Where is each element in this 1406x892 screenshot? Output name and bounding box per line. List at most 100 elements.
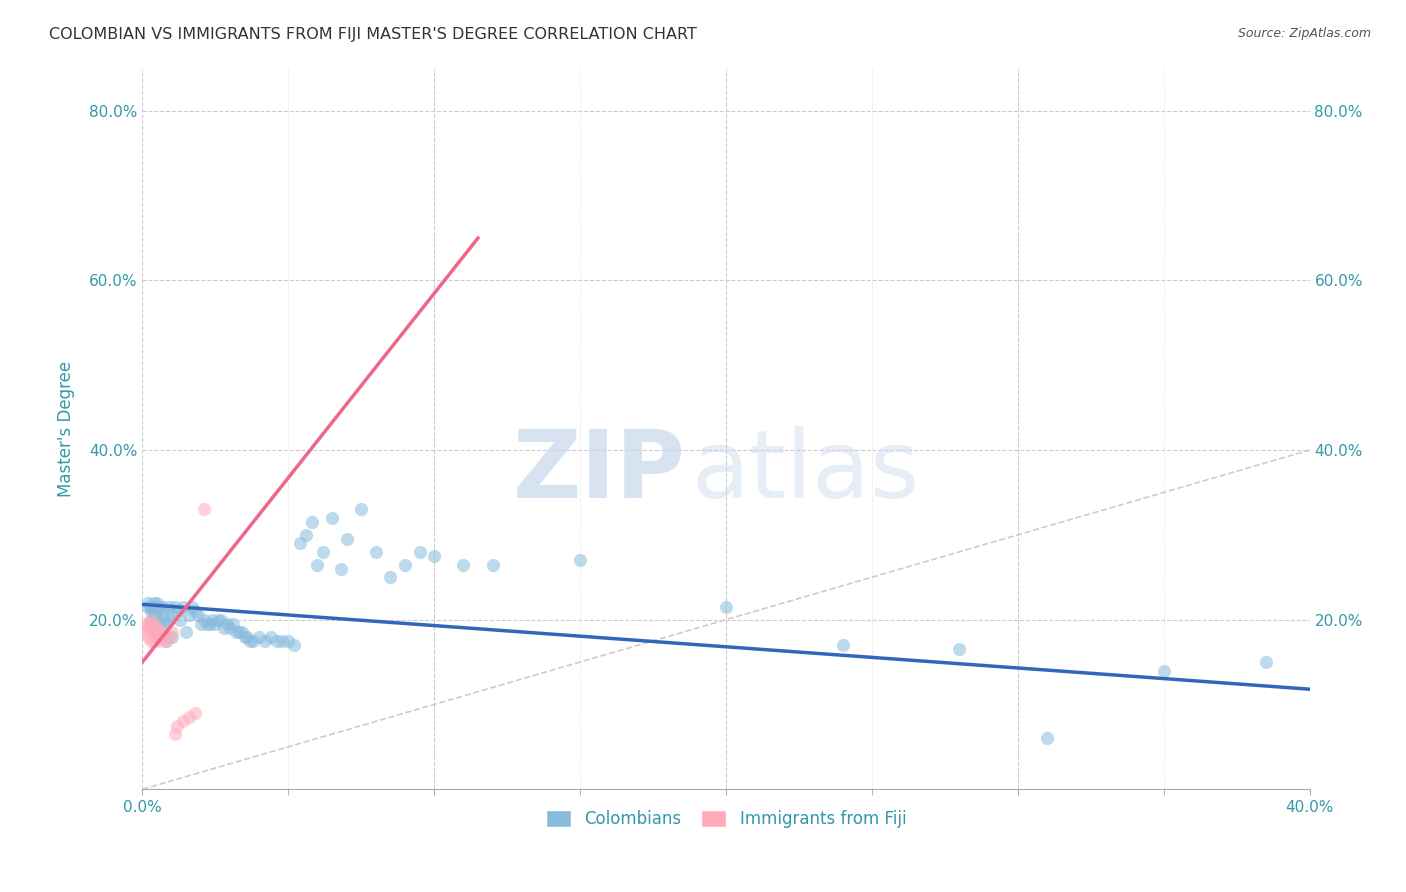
Point [157,613,180,627]
Point [163,727,186,741]
Point [253,633,276,648]
Point [136,621,159,635]
Point [141,604,163,618]
Point [222,616,245,631]
Point [184,706,207,720]
Point [1153,664,1175,678]
Point [179,608,201,623]
Point [155,633,177,648]
Point [155,633,177,648]
Point [146,596,169,610]
Point [146,630,169,644]
Point [394,558,416,572]
Point [157,630,180,644]
Point [149,633,172,648]
Point [350,502,373,516]
Y-axis label: Master's Degree: Master's Degree [58,360,75,497]
Point [209,613,232,627]
Point [207,613,229,627]
Point [152,630,174,644]
Point [215,616,238,631]
Point [136,630,159,644]
Text: ZIP: ZIP [512,426,685,518]
Point [266,633,288,648]
Text: COLOMBIAN VS IMMIGRANTS FROM FIJI MASTER'S DEGREE CORRELATION CHART: COLOMBIAN VS IMMIGRANTS FROM FIJI MASTER… [49,27,697,42]
Point [190,616,212,631]
Point [141,633,163,648]
Point [143,596,166,610]
Point [152,599,174,614]
Text: Source: ZipAtlas.com: Source: ZipAtlas.com [1237,27,1371,40]
Point [288,536,311,550]
Point [146,621,169,635]
Point [157,599,180,614]
Point [364,545,387,559]
Point [172,714,194,729]
Point [423,549,446,563]
Point [948,642,970,657]
Point [336,532,359,546]
Point [136,599,159,614]
Point [136,596,159,610]
Point [149,599,172,614]
Point [247,630,270,644]
Point [141,613,163,627]
Point [193,502,215,516]
Point [134,616,156,631]
Point [152,604,174,618]
Point [260,630,283,644]
Point [169,613,191,627]
Point [149,616,172,631]
Point [160,625,183,640]
Point [163,599,186,614]
Point [481,558,503,572]
Point [831,638,853,652]
Point [187,608,209,623]
Point [179,710,201,724]
Point [242,633,264,648]
Point [143,621,166,635]
Point [141,613,163,627]
Point [714,599,737,614]
Point [141,599,163,614]
Point [380,570,402,584]
Point [143,625,166,640]
Point [295,528,318,542]
Point [143,616,166,631]
Point [225,625,247,640]
Legend: Colombians, Immigrants from Fiji: Colombians, Immigrants from Fiji [538,804,912,835]
Point [453,558,475,572]
Point [141,621,163,635]
Point [201,613,224,627]
Point [204,616,226,631]
Point [172,599,194,614]
Point [301,515,323,529]
Point [228,625,250,640]
Point [233,630,256,644]
Point [219,621,242,635]
Point [193,613,215,627]
Point [307,558,329,572]
Point [149,625,172,640]
Point [166,718,188,732]
Point [329,562,352,576]
Point [160,608,183,623]
Point [152,625,174,640]
Point [146,604,169,618]
Point [236,630,259,644]
Point [143,633,166,648]
Point [239,633,262,648]
Point [160,630,183,644]
Point [149,630,172,644]
Point [271,633,294,648]
Point [321,511,343,525]
Point [174,625,197,640]
Point [283,638,305,652]
Point [277,633,299,648]
Point [408,545,430,559]
Point [155,616,177,631]
Point [146,625,169,640]
Point [146,613,169,627]
Point [195,616,218,631]
Point [136,616,159,631]
